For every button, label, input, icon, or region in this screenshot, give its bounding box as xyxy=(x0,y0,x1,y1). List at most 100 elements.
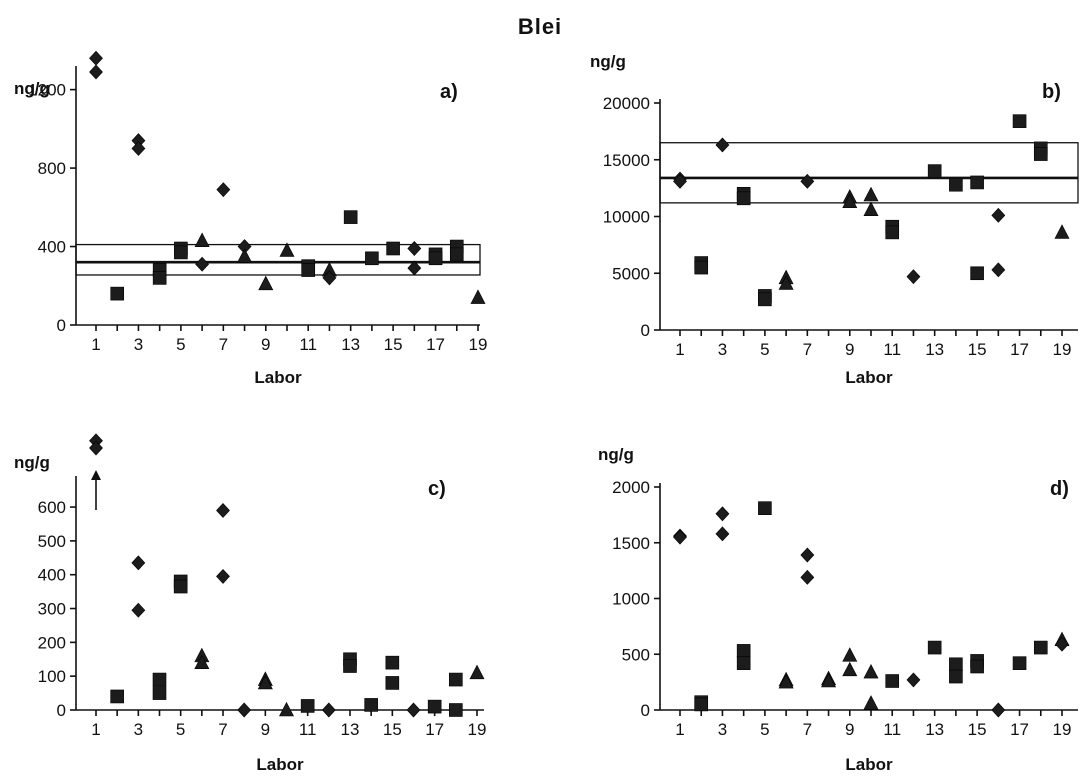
point-square xyxy=(427,699,442,714)
x-axis-label: Labor xyxy=(256,755,304,774)
y-axis-unit: ng/g xyxy=(14,453,50,472)
point-square xyxy=(386,241,400,256)
y-tick-label: 1000 xyxy=(612,590,650,609)
x-tick-label: 11 xyxy=(299,335,317,354)
point-diamond xyxy=(407,260,422,276)
x-axis-label: Labor xyxy=(845,368,893,387)
point-diamond xyxy=(237,702,252,718)
page-title: Blei xyxy=(517,14,563,39)
x-tick-label: 3 xyxy=(134,720,143,739)
point-square xyxy=(970,266,984,281)
x-tick-label: 15 xyxy=(383,720,402,739)
point-square xyxy=(1012,656,1027,670)
point-diamond xyxy=(800,569,815,585)
point-diamond xyxy=(800,173,815,189)
point-square xyxy=(385,676,400,690)
x-axis-label: Labor xyxy=(254,368,302,387)
reference-band xyxy=(659,142,1079,204)
off-scale-arrowhead xyxy=(91,470,101,480)
point-square xyxy=(152,271,167,285)
y-tick-label: 800 xyxy=(38,159,66,178)
point-square xyxy=(343,210,358,224)
x-tick-label: 17 xyxy=(425,720,444,739)
point-diamond xyxy=(216,182,231,198)
point-triangle xyxy=(194,654,210,669)
point-triangle xyxy=(863,663,879,679)
x-tick-label: 3 xyxy=(718,720,727,739)
panel-label: d) xyxy=(1050,478,1069,500)
point-square xyxy=(300,699,315,713)
point-square xyxy=(1033,147,1048,161)
point-triangle xyxy=(194,232,210,247)
point-triangle xyxy=(237,248,253,263)
point-square xyxy=(152,686,167,700)
point-triangle xyxy=(842,647,858,662)
x-tick-label: 9 xyxy=(845,340,854,359)
x-tick-label: 13 xyxy=(925,720,944,739)
point-diamond xyxy=(906,672,921,688)
point-square xyxy=(736,644,751,658)
point-diamond xyxy=(89,440,103,456)
point-square xyxy=(970,175,984,190)
point-diamond xyxy=(322,270,337,286)
point-square xyxy=(949,657,963,672)
point-square xyxy=(927,640,942,655)
point-square xyxy=(885,225,900,240)
x-tick-label: 19 xyxy=(469,335,488,354)
point-triangle xyxy=(863,186,879,202)
x-tick-label: 19 xyxy=(468,720,487,739)
y-tick-label: 20000 xyxy=(603,94,650,113)
point-diamond xyxy=(991,207,1006,223)
y-tick-label: 400 xyxy=(38,238,66,257)
x-tick-label: 17 xyxy=(1010,340,1029,359)
point-square xyxy=(694,697,709,712)
x-tick-label: 19 xyxy=(1053,720,1072,739)
x-tick-label: 1 xyxy=(91,720,100,739)
y-tick-label: 0 xyxy=(57,701,66,720)
panel-label: c) xyxy=(428,478,446,500)
point-diamond xyxy=(673,529,687,545)
point-square xyxy=(110,286,125,301)
point-square xyxy=(449,672,463,687)
panel-label: b) xyxy=(1042,81,1061,103)
x-tick-label: 7 xyxy=(803,720,812,739)
point-square xyxy=(970,659,984,674)
x-tick-label: 11 xyxy=(883,340,901,359)
point-diamond xyxy=(89,64,103,80)
point-diamond xyxy=(800,547,815,563)
point-square xyxy=(174,245,188,260)
y-tick-label: 1500 xyxy=(612,534,650,553)
point-diamond xyxy=(906,269,921,285)
point-square xyxy=(758,501,772,515)
point-square xyxy=(364,698,378,712)
point-triangle xyxy=(1054,224,1070,239)
y-tick-label: 0 xyxy=(57,316,66,335)
point-square xyxy=(343,659,357,673)
point-square xyxy=(110,689,124,704)
point-triangle xyxy=(257,674,273,690)
point-square xyxy=(1033,640,1048,655)
x-tick-label: 9 xyxy=(261,335,270,354)
x-tick-label: 13 xyxy=(341,720,360,739)
x-tick-label: 5 xyxy=(760,720,769,739)
point-triangle xyxy=(842,661,858,677)
x-tick-label: 11 xyxy=(299,720,317,739)
point-diamond xyxy=(216,503,230,518)
point-square xyxy=(365,251,379,266)
x-tick-label: 17 xyxy=(426,335,445,354)
point-triangle xyxy=(258,275,274,291)
point-triangle xyxy=(863,201,879,216)
point-square xyxy=(1012,114,1027,128)
point-square xyxy=(173,579,188,594)
x-tick-label: 19 xyxy=(1053,340,1072,359)
x-tick-label: 15 xyxy=(968,720,987,739)
point-diamond xyxy=(407,241,422,256)
point-triangle xyxy=(863,695,879,710)
y-tick-label: 200 xyxy=(38,633,66,652)
y-axis-unit: ng/g xyxy=(14,79,50,98)
x-axis-label: Labor xyxy=(845,755,893,774)
point-diamond xyxy=(991,262,1006,278)
point-triangle xyxy=(279,242,295,257)
y-tick-label: 500 xyxy=(622,645,650,664)
